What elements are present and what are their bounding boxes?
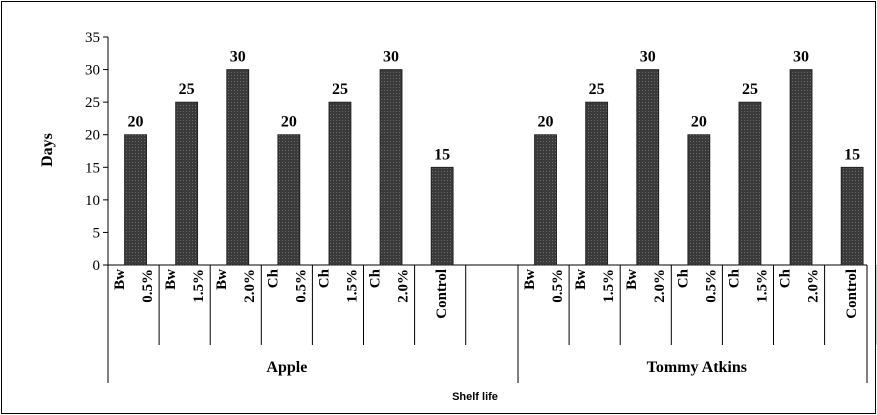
bar	[738, 101, 762, 266]
category-label: Bw	[624, 269, 640, 290]
category-sub-label: 0.5%	[550, 269, 566, 303]
category-label: Ch	[265, 268, 281, 288]
category-label: Bw	[163, 269, 179, 290]
category-label: Ch	[675, 268, 691, 288]
category-sub-label: 2.0%	[652, 269, 668, 303]
bar	[585, 101, 609, 266]
category-sub-label: 2.0%	[806, 269, 822, 303]
bar-value-label: 30	[383, 49, 399, 66]
bar	[175, 101, 199, 266]
category-label: Bw	[522, 269, 538, 290]
bar	[789, 69, 813, 266]
category-label: Bw	[214, 269, 230, 290]
y-tick-label: 10	[85, 193, 100, 209]
y-tick-label: 35	[85, 30, 100, 46]
bar-value-label: 30	[640, 49, 656, 66]
bar-value-label: 15	[844, 146, 860, 163]
bar-value-label: 25	[742, 81, 758, 98]
bar-value-label: 25	[332, 81, 348, 98]
y-axis-label: Days	[39, 133, 56, 167]
bar-value-label: 20	[691, 114, 707, 131]
y-tick-label: 20	[85, 128, 100, 144]
category-sub-label: 1.5%	[191, 269, 207, 303]
category-sub-label: 2.0%	[396, 269, 412, 303]
bar	[277, 134, 301, 266]
bar	[430, 166, 454, 266]
bar	[226, 69, 250, 266]
y-tick-label: 0	[93, 258, 101, 274]
bar	[840, 166, 864, 266]
bar-value-label: 15	[434, 146, 450, 163]
bar	[534, 134, 557, 266]
category-label: Bw	[573, 269, 589, 290]
bar	[328, 101, 352, 266]
bar-value-label: 20	[128, 114, 144, 131]
bar	[687, 134, 711, 266]
y-tick-label: 25	[85, 95, 100, 111]
category-sub-label: 1.5%	[754, 269, 770, 303]
bar	[124, 134, 147, 266]
category-sub-label: 0.5%	[293, 269, 309, 303]
y-tick-label: 15	[85, 160, 100, 176]
bar-value-label: 25	[179, 81, 195, 98]
category-label: Ch	[778, 268, 794, 288]
category-sub-label: 1.5%	[344, 269, 360, 303]
bar-value-label: 30	[793, 49, 809, 66]
category-label: Ch	[726, 268, 742, 288]
bar-value-label: 25	[589, 81, 605, 98]
bar-value-label: 20	[281, 114, 297, 131]
category-sub-label: 2.0%	[242, 269, 258, 303]
bar-value-label: 20	[538, 114, 554, 131]
bar	[379, 69, 403, 266]
category-sub-label: 0.5%	[140, 269, 156, 303]
category-sub-label: 0.5%	[703, 269, 719, 303]
group-label: Tommy Atkins	[647, 359, 747, 376]
category-sub-label: 1.5%	[601, 269, 617, 303]
category-label: Control	[434, 269, 450, 319]
category-label: Bw	[112, 269, 128, 290]
bar	[636, 69, 660, 266]
category-label: Ch	[316, 268, 332, 288]
x-axis-label: Shelf life	[452, 391, 498, 403]
category-label: Ch	[368, 268, 384, 288]
group-label: Apple	[266, 359, 307, 376]
y-tick-label: 5	[93, 225, 101, 241]
category-label: Control	[844, 269, 860, 319]
y-tick-label: 30	[85, 63, 100, 79]
bar-value-label: 30	[230, 49, 246, 66]
